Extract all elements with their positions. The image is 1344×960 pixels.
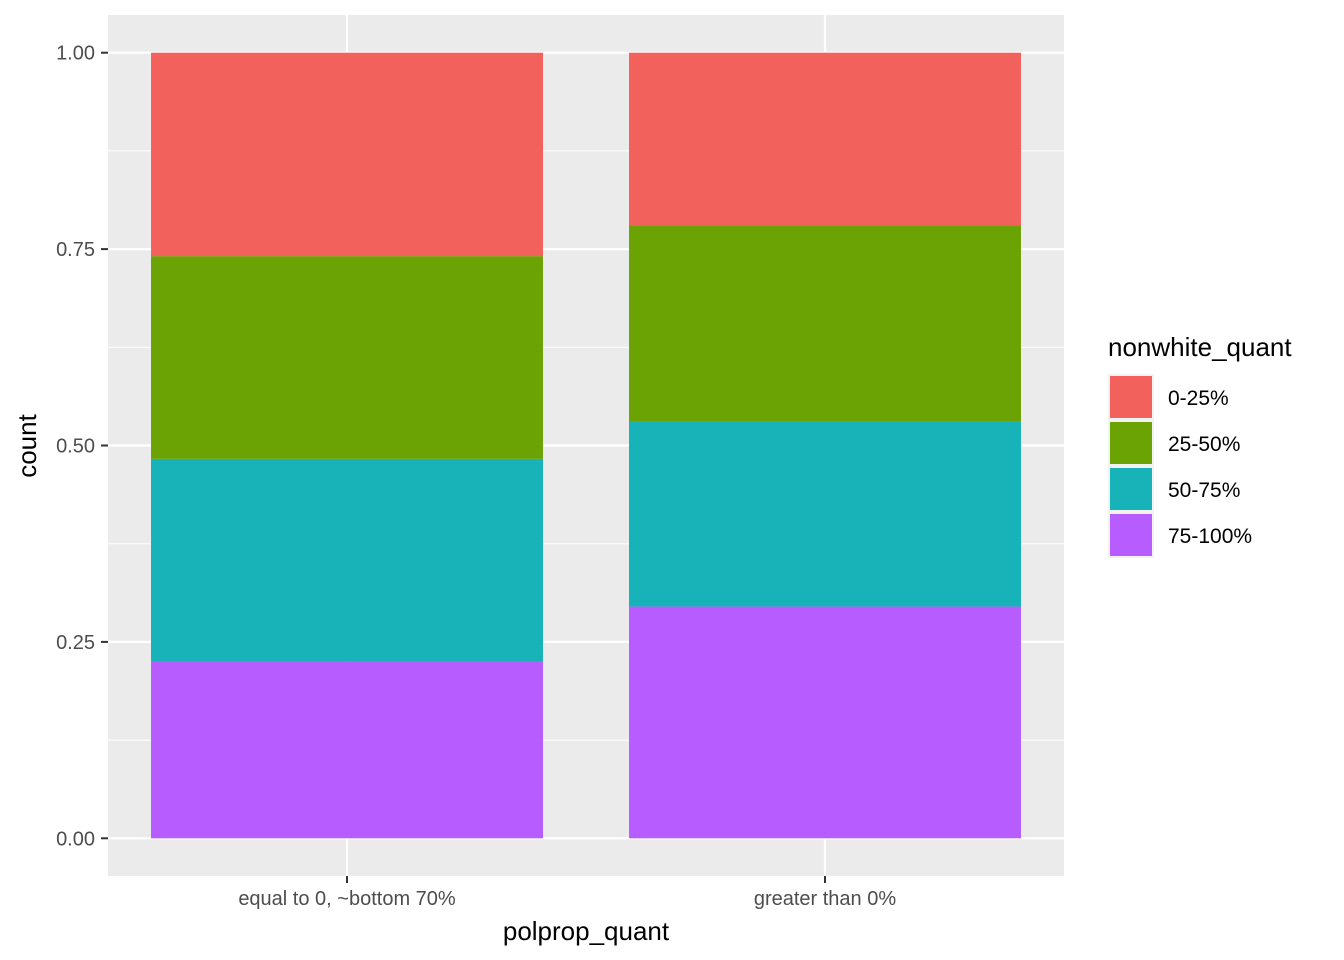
bar-segment [629,52,1021,226]
legend-key [1110,422,1152,464]
x-axis: equal to 0, ~bottom 70% greater than 0% [238,876,896,910]
legend-label: 50-75% [1168,479,1240,502]
y-axis-title: count [12,413,42,477]
y-tick-label: 0.00 [56,828,95,850]
bar-segment [629,225,1021,422]
y-tick-label: 0.75 [56,239,95,261]
x-tick-label: greater than 0% [754,888,897,910]
legend: nonwhite_quant 0-25% 25-50% 50-75% 75-100% [1108,332,1292,558]
x-tick-label: equal to 0, ~bottom 70% [238,888,456,910]
bar-segment [151,256,543,459]
legend-label: 25-50% [1168,433,1240,456]
legend-key [1110,468,1152,510]
y-tick-label: 0.25 [56,632,95,654]
bars [151,52,1021,839]
legend-key [1110,376,1152,418]
bar-segment [629,606,1021,839]
bar-segment [629,421,1021,607]
legend-label: 0-25% [1168,387,1229,410]
y-tick-label: 0.50 [56,436,95,458]
bar-segment [151,52,543,257]
legend-label: 75-100% [1168,525,1252,548]
y-axis: 0.00 0.25 0.50 0.75 1.00 [56,43,108,850]
x-axis-title: polprop_quant [503,916,670,946]
bar-segment [151,458,543,662]
bar-segment [151,661,543,839]
legend-title: nonwhite_quant [1108,332,1292,362]
legend-key [1110,514,1152,556]
y-tick-label: 1.00 [56,43,95,65]
